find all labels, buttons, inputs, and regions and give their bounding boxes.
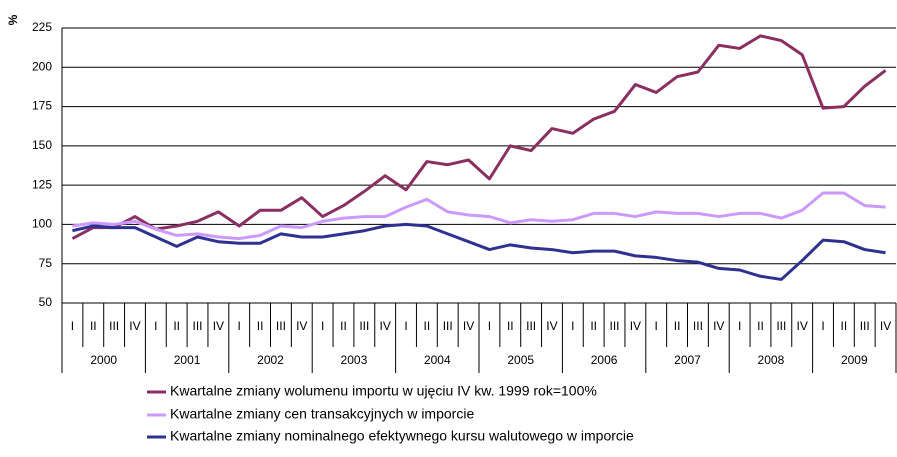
- x-tick-label: II: [841, 319, 848, 333]
- y-tick-label: 100: [32, 217, 52, 231]
- year-label: 2000: [90, 353, 117, 367]
- x-tick-label: III: [860, 319, 870, 333]
- year-label: 2004: [424, 353, 451, 367]
- year-label: 2001: [174, 353, 201, 367]
- x-tick-label: II: [757, 319, 764, 333]
- x-tick-label: III: [776, 319, 786, 333]
- y-tick-label: 150: [32, 138, 52, 152]
- x-tick-label: IV: [713, 319, 724, 333]
- y-axis-label: %: [6, 14, 20, 25]
- x-tick-label: IV: [213, 319, 224, 333]
- x-tick-label: IV: [463, 319, 474, 333]
- x-tick-label: IV: [380, 319, 391, 333]
- x-tick-label: I: [488, 319, 491, 333]
- x-tick-label: IV: [129, 319, 140, 333]
- series-line: [72, 191, 886, 241]
- x-tick-label: III: [610, 319, 620, 333]
- x-tick-label: II: [257, 319, 264, 333]
- x-tick-label: IV: [296, 319, 307, 333]
- year-label: 2005: [507, 353, 534, 367]
- x-tick-label: I: [821, 319, 824, 333]
- x-tick-label: I: [238, 319, 241, 333]
- year-label: 2009: [841, 353, 868, 367]
- year-label: 2007: [674, 353, 701, 367]
- x-tick-label: I: [655, 319, 658, 333]
- x-tick-label: III: [443, 319, 453, 333]
- legend-label: Kwartalne zmiany wolumenu importu w ujęc…: [170, 383, 597, 399]
- y-tick-label: 225: [32, 20, 52, 34]
- series-line: [72, 222, 886, 281]
- x-tick-label: II: [590, 319, 597, 333]
- year-label: 2006: [591, 353, 618, 367]
- x-tick-label: II: [507, 319, 514, 333]
- x-tick-label: I: [404, 319, 407, 333]
- x-tick-label: IV: [546, 319, 557, 333]
- x-tick-label: IV: [880, 319, 891, 333]
- legend-label: Kwartalne zmiany nominalnego efektywnego…: [170, 428, 634, 444]
- y-tick-label: 75: [39, 256, 53, 270]
- legend-label: Kwartalne zmiany cen transakcyjnych w im…: [170, 406, 474, 422]
- x-tick-label: IV: [630, 319, 641, 333]
- y-tick-label: 50: [39, 295, 53, 309]
- year-label: 2008: [758, 353, 785, 367]
- x-tick-label: I: [571, 319, 574, 333]
- x-tick-label: III: [526, 319, 536, 333]
- x-tick-label: II: [90, 319, 97, 333]
- x-tick-label: II: [424, 319, 431, 333]
- x-tick-label: I: [321, 319, 324, 333]
- x-tick-label: IV: [797, 319, 808, 333]
- x-tick-label: III: [276, 319, 286, 333]
- x-tick-label: III: [693, 319, 703, 333]
- year-label: 2003: [341, 353, 368, 367]
- x-tick-label: II: [340, 319, 347, 333]
- x-tick-label: II: [173, 319, 180, 333]
- year-label: 2002: [257, 353, 284, 367]
- x-tick-label: I: [71, 319, 74, 333]
- x-tick-label: I: [738, 319, 741, 333]
- y-tick-label: 200: [32, 59, 52, 73]
- x-tick-label: I: [154, 319, 157, 333]
- x-tick-label: II: [674, 319, 681, 333]
- x-tick-label: III: [359, 319, 369, 333]
- series-line: [71, 34, 887, 240]
- x-tick-label: III: [109, 319, 119, 333]
- y-tick-label: 175: [32, 99, 52, 113]
- x-tick-label: III: [193, 319, 203, 333]
- y-tick-label: 125: [32, 177, 52, 191]
